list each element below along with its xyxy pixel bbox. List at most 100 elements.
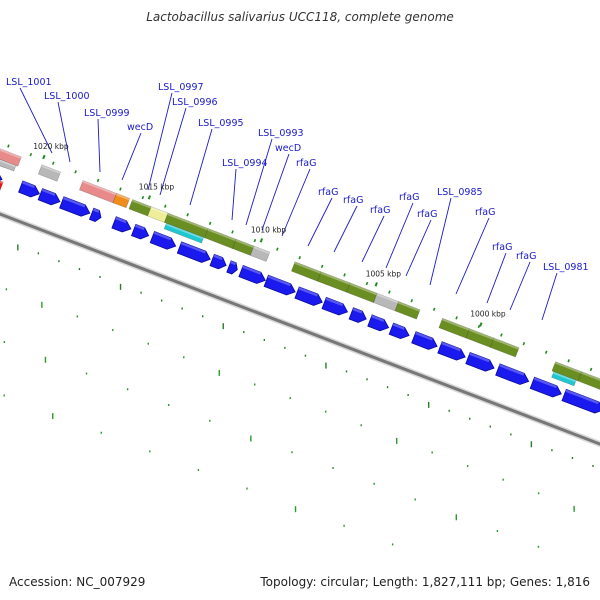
gene-leader-line	[231, 168, 237, 221]
minor-tick	[7, 144, 10, 148]
scale-label: 1000 kbp	[470, 310, 506, 319]
feature-block	[394, 301, 421, 320]
feature-block-highlight	[131, 199, 152, 209]
cds-arrow-highlight	[41, 188, 56, 196]
dot-layer	[3, 244, 594, 548]
gene-label: rfaG	[296, 158, 316, 169]
cds-arrow-highlight	[565, 389, 599, 405]
scale-label: 1020 kbp	[33, 142, 69, 151]
minor-tick	[276, 247, 279, 251]
feature-red-highlight	[0, 180, 4, 184]
cds-arrow-highlight	[325, 297, 344, 307]
cds-arrow-highlight	[267, 275, 291, 287]
feature-block-highlight	[320, 271, 351, 285]
cds-arrow	[561, 388, 600, 414]
gene-leader-line	[333, 205, 358, 253]
gene-label: rfaG	[516, 251, 536, 262]
feature-block-highlight	[468, 328, 494, 340]
cds-arrow	[111, 216, 132, 233]
minor-tick	[119, 187, 122, 191]
gene-label: rfaG	[370, 205, 390, 216]
feature-red	[0, 180, 4, 192]
feature-block-highlight	[150, 206, 168, 215]
scale-label: 1005 kbp	[366, 270, 402, 279]
feature-block	[489, 337, 520, 358]
accession-text: Accession: NC_007929	[9, 575, 146, 589]
gene-leader-line	[281, 168, 311, 237]
backbone-layer	[0, 210, 600, 448]
cds-arrow	[529, 376, 562, 398]
cds-arrow-highlight	[469, 352, 490, 363]
minor-tick	[186, 213, 189, 217]
feature-block-highlight	[115, 193, 130, 201]
minor-tick	[51, 161, 55, 165]
minor-tick	[343, 273, 346, 277]
feature-block-highlight	[376, 293, 399, 304]
cds-arrow-highlight	[92, 208, 100, 213]
gene-label: rfaG	[492, 242, 512, 253]
minor-tick	[253, 238, 257, 243]
feature-block-highlight	[294, 261, 322, 274]
cds-arrow	[294, 286, 323, 306]
cds-arrow	[388, 322, 410, 340]
gene-label: rfaG	[399, 192, 419, 203]
cds-arrow-highlight	[499, 363, 525, 376]
feature-block-sub-highlight	[553, 371, 577, 383]
cds-arrow-highlight	[371, 314, 385, 322]
cds-arrow	[321, 296, 349, 316]
minor-tick	[29, 152, 33, 157]
feature-block-highlight	[235, 239, 254, 248]
cds-arrow-highlight	[392, 323, 405, 330]
feature-block-highlight	[441, 318, 470, 331]
feature-block	[232, 238, 255, 256]
gene-label: rfaG	[475, 207, 495, 218]
minor-tick	[567, 359, 570, 363]
gene-label: LSL_1001	[6, 77, 52, 88]
gene-label: wecD	[127, 122, 153, 133]
genome-backbone	[0, 212, 600, 446]
feature-block-highlight	[493, 338, 520, 350]
minor-tick	[544, 350, 548, 354]
gene-leader-line	[189, 128, 213, 206]
cds-arrow-highlight	[415, 331, 433, 341]
gene-leader-line	[486, 252, 507, 304]
gene-label: rfaG	[417, 209, 437, 220]
minor-tick	[298, 256, 302, 260]
cds-arrow	[149, 230, 177, 250]
feature-block-highlight	[397, 301, 421, 312]
gene-label: LSL_0981	[543, 262, 589, 273]
scale-layer: 1020 kbp 1015 kbp 1010 kbp 1005 kbp 1000 kbp	[7, 142, 593, 372]
minor-tick	[589, 367, 593, 372]
gene-leader-line	[541, 272, 558, 321]
scale-label: 1010 kbp	[251, 226, 287, 235]
cds-arrow	[176, 241, 211, 263]
scale-tick	[147, 195, 152, 200]
minor-tick	[432, 307, 436, 311]
backbone-shadow	[0, 210, 600, 448]
gene-leader-line	[19, 87, 53, 154]
gene-leader-line	[385, 202, 414, 269]
feature-block	[249, 245, 271, 262]
gene-label: wecD	[275, 143, 301, 154]
cds-arrow-highlight	[180, 241, 206, 254]
minor-tick	[74, 170, 77, 174]
minor-tick	[320, 264, 324, 269]
scale-tick	[259, 238, 264, 243]
gene-label: rfaG	[343, 195, 363, 206]
minor-tick	[163, 204, 167, 208]
feature-block	[577, 371, 600, 390]
cds-arrow	[18, 180, 40, 198]
cds-arrow	[465, 351, 495, 372]
feature-block-highlight	[167, 213, 209, 231]
cds-arrow	[238, 264, 266, 284]
cds-arrow-highlight	[230, 260, 237, 266]
gene-leader-line	[147, 92, 173, 191]
minor-tick	[522, 341, 526, 346]
feature-block	[37, 164, 61, 182]
cds-arrow	[411, 331, 438, 350]
cds-arrow-highlight	[134, 224, 145, 231]
feature-block-highlight	[554, 361, 582, 374]
minor-tick	[141, 195, 145, 200]
cds-arrow	[37, 188, 61, 206]
feature-block	[0, 148, 22, 167]
